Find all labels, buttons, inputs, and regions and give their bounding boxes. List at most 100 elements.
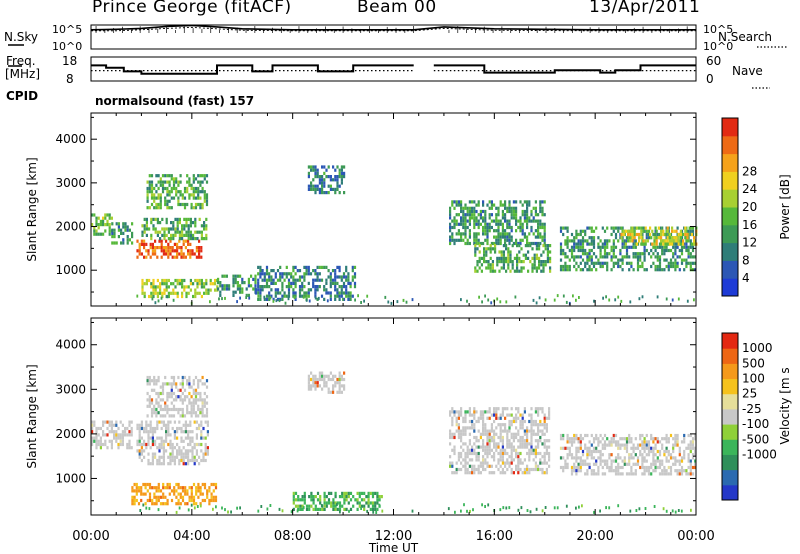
data-cell	[106, 213, 109, 217]
data-cell	[505, 506, 508, 510]
data-cell	[519, 442, 522, 446]
data-cell	[538, 256, 541, 260]
data-cell	[268, 272, 271, 276]
data-cell	[685, 264, 688, 269]
data-cell	[487, 266, 490, 270]
data-cell	[276, 297, 280, 301]
data-cell	[147, 433, 150, 437]
data-cell	[462, 206, 465, 210]
data-cell	[195, 492, 198, 496]
data-cell	[535, 253, 538, 257]
data-cell	[501, 471, 504, 475]
data-cell	[283, 291, 286, 295]
data-cell	[110, 442, 113, 447]
data-cell	[191, 439, 194, 443]
data-cell	[232, 281, 235, 285]
data-cell	[245, 287, 248, 291]
data-cell	[310, 184, 313, 188]
data-cell	[517, 458, 520, 462]
data-cell	[321, 181, 324, 185]
data-cell	[464, 232, 467, 236]
data-cell	[482, 200, 485, 204]
data-cell	[462, 464, 465, 468]
data-cell	[523, 410, 526, 414]
data-cell	[665, 469, 668, 473]
data-cell	[533, 253, 536, 257]
data-cell	[462, 216, 465, 220]
data-cell	[486, 203, 489, 207]
data-cell	[473, 219, 476, 223]
data-cell	[325, 168, 328, 172]
data-cell	[195, 458, 198, 463]
data-cell	[584, 433, 587, 438]
data-cell	[166, 398, 169, 402]
power-colorbar-tick: 8	[742, 253, 750, 267]
data-cell	[206, 452, 209, 456]
data-cell	[169, 452, 172, 456]
data-cell	[376, 498, 379, 502]
data-cell	[203, 224, 206, 228]
data-cell	[334, 374, 337, 378]
data-cell	[568, 268, 571, 272]
data-cell	[674, 440, 677, 444]
data-cell	[471, 206, 474, 210]
data-cell	[257, 265, 260, 269]
data-cell	[656, 258, 659, 262]
data-cell	[230, 510, 232, 514]
data-cell	[623, 462, 626, 466]
data-cell	[307, 291, 310, 295]
data-cell	[495, 445, 498, 449]
data-cell	[347, 281, 350, 285]
data-cell	[285, 285, 288, 289]
data-cell	[321, 184, 324, 188]
data-cell	[457, 467, 460, 472]
data-cell	[612, 459, 615, 463]
data-cell	[592, 236, 596, 240]
data-cell	[102, 223, 105, 227]
data-cell	[189, 430, 192, 434]
data-cell	[318, 265, 321, 269]
data-cell	[460, 206, 463, 210]
data-cell	[619, 465, 622, 470]
data-cell	[612, 264, 615, 269]
data-cell	[464, 203, 467, 207]
data-cell	[484, 294, 486, 298]
data-cell	[508, 232, 511, 236]
data-cell	[532, 429, 535, 433]
data-cell	[526, 426, 529, 430]
station-title: Prince George (fitACF)	[92, 0, 292, 17]
data-cell	[693, 239, 696, 243]
data-cell	[339, 510, 341, 514]
data-cell	[160, 455, 163, 459]
data-cell	[320, 278, 324, 282]
data-cell	[523, 445, 526, 449]
data-cell	[678, 469, 681, 473]
data-cell	[647, 449, 651, 454]
data-cell	[466, 448, 469, 452]
data-cell	[136, 249, 139, 253]
data-cell	[191, 436, 194, 440]
data-cell	[181, 398, 184, 402]
data-cell	[668, 236, 671, 240]
data-cell	[603, 229, 607, 233]
data-cell	[590, 453, 593, 457]
data-cell	[147, 430, 150, 434]
data-cell	[490, 448, 493, 452]
data-cell	[532, 216, 535, 220]
data-cell	[449, 464, 452, 468]
data-cell	[136, 423, 139, 427]
data-cell	[678, 462, 681, 466]
data-cell	[516, 256, 519, 260]
nsky-tick-top: 10^5	[52, 23, 82, 36]
data-cell	[520, 247, 523, 251]
data-cell	[628, 456, 631, 460]
data-cell	[665, 297, 668, 301]
data-cell	[188, 375, 191, 380]
velocity-colorbar-tick: -100	[742, 417, 769, 431]
data-cell	[678, 239, 681, 243]
data-cell	[136, 239, 139, 243]
data-cell	[495, 464, 498, 468]
data-cell	[680, 459, 684, 463]
data-cell	[477, 225, 480, 230]
data-cell	[473, 213, 476, 217]
